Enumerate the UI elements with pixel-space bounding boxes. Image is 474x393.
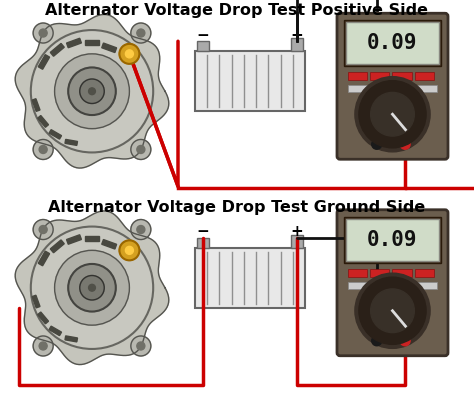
Bar <box>392 269 412 277</box>
Bar <box>66 235 82 244</box>
Bar <box>348 269 367 277</box>
Circle shape <box>400 336 410 346</box>
Bar <box>370 269 390 277</box>
Circle shape <box>39 342 47 350</box>
Circle shape <box>400 139 410 149</box>
Circle shape <box>39 145 47 154</box>
Bar <box>397 282 437 289</box>
Bar <box>102 240 117 249</box>
FancyBboxPatch shape <box>337 210 448 356</box>
Text: 0.09: 0.09 <box>367 33 418 53</box>
Text: −: − <box>197 28 210 43</box>
Circle shape <box>55 250 129 325</box>
Bar <box>291 38 303 51</box>
Bar <box>415 269 434 277</box>
Bar <box>66 38 82 48</box>
Bar <box>50 43 64 56</box>
Bar <box>348 282 388 289</box>
Bar <box>32 295 40 308</box>
Circle shape <box>33 23 53 43</box>
Text: −: − <box>197 224 210 239</box>
Circle shape <box>372 336 382 346</box>
Bar <box>344 20 441 66</box>
Circle shape <box>80 275 104 300</box>
Circle shape <box>33 220 53 239</box>
Text: Alternator Voltage Drop Test Ground Side: Alternator Voltage Drop Test Ground Side <box>48 200 426 215</box>
Polygon shape <box>15 15 169 168</box>
Circle shape <box>137 145 145 154</box>
Circle shape <box>371 92 414 136</box>
Circle shape <box>89 88 95 95</box>
Circle shape <box>119 44 139 64</box>
Bar <box>85 40 99 45</box>
Circle shape <box>119 241 139 260</box>
Bar <box>392 72 412 80</box>
Circle shape <box>80 79 104 103</box>
Bar <box>38 116 48 127</box>
Bar <box>370 72 390 80</box>
Polygon shape <box>15 211 169 365</box>
Bar <box>348 85 388 92</box>
Bar <box>85 236 99 241</box>
Circle shape <box>137 342 145 350</box>
Bar <box>49 130 62 139</box>
Bar <box>65 140 77 145</box>
Bar <box>346 219 439 261</box>
Bar <box>195 248 305 308</box>
Text: +: + <box>291 28 303 43</box>
Circle shape <box>39 226 47 233</box>
Circle shape <box>126 50 133 58</box>
Circle shape <box>33 336 53 356</box>
Circle shape <box>355 273 430 348</box>
Bar <box>32 99 40 111</box>
Bar <box>415 72 434 80</box>
Bar <box>38 251 50 266</box>
Circle shape <box>31 30 153 152</box>
Circle shape <box>131 220 151 239</box>
Circle shape <box>372 139 382 149</box>
Circle shape <box>359 81 426 148</box>
Circle shape <box>131 140 151 160</box>
Bar <box>38 55 50 69</box>
Bar <box>38 312 48 324</box>
Circle shape <box>371 289 414 332</box>
Text: 0.09: 0.09 <box>367 230 418 250</box>
Circle shape <box>355 77 430 152</box>
Text: Alternator Voltage Drop Test Positive Side: Alternator Voltage Drop Test Positive Si… <box>46 3 428 18</box>
Circle shape <box>31 226 153 349</box>
Bar <box>197 41 209 51</box>
Circle shape <box>68 264 116 312</box>
Bar <box>344 217 441 263</box>
Circle shape <box>68 68 116 115</box>
Text: +: + <box>291 224 303 239</box>
Bar <box>348 72 367 80</box>
Bar <box>102 43 117 53</box>
Circle shape <box>137 29 145 37</box>
Circle shape <box>55 54 129 129</box>
Bar <box>50 240 64 253</box>
Bar <box>49 326 62 336</box>
FancyBboxPatch shape <box>337 13 448 159</box>
Circle shape <box>39 29 47 37</box>
Bar <box>195 51 305 111</box>
Circle shape <box>131 336 151 356</box>
Bar <box>397 85 437 92</box>
Bar <box>197 238 209 248</box>
Bar <box>65 336 77 342</box>
Circle shape <box>131 23 151 43</box>
Circle shape <box>137 226 145 233</box>
Bar <box>346 22 439 64</box>
Circle shape <box>126 246 133 254</box>
Circle shape <box>33 140 53 160</box>
Bar <box>291 235 303 248</box>
Circle shape <box>89 285 95 291</box>
Circle shape <box>359 277 426 344</box>
